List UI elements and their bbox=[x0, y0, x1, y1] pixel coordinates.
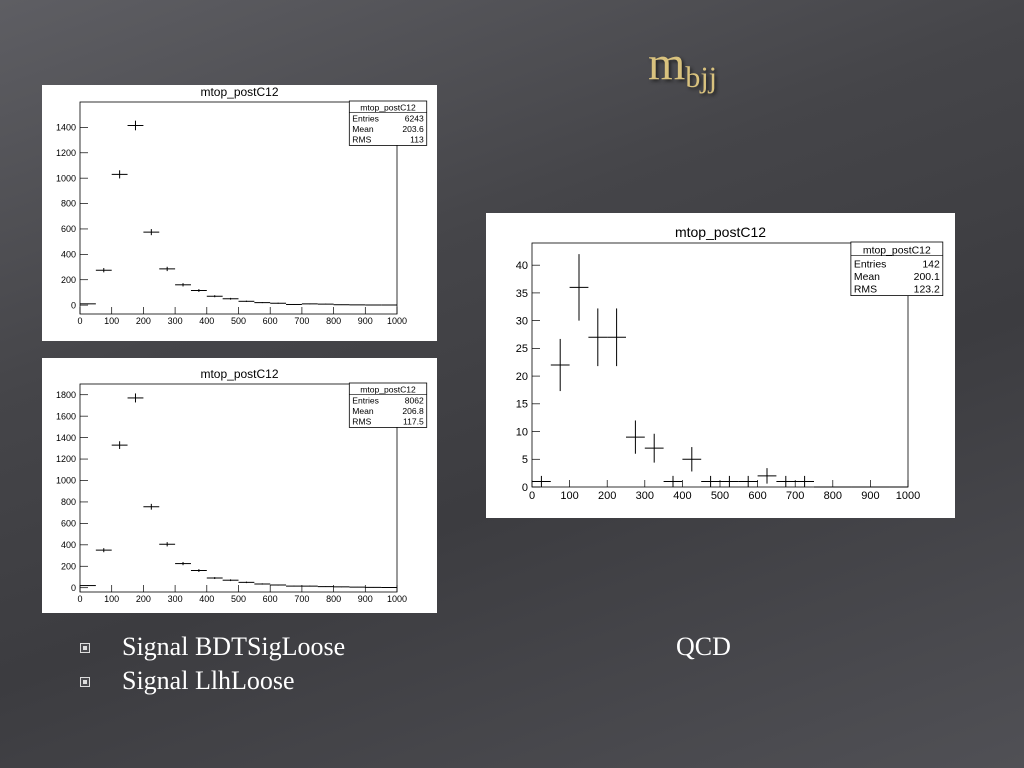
x-tick-label: 200 bbox=[598, 490, 616, 502]
y-tick-label: 10 bbox=[516, 426, 528, 438]
stats-title: mtop_postC12 bbox=[360, 384, 416, 394]
y-tick-label: 1000 bbox=[56, 476, 76, 486]
bullet: Signal LlhLoose bbox=[80, 666, 345, 700]
stats-value: 113 bbox=[410, 134, 424, 144]
x-tick-label: 100 bbox=[104, 594, 119, 604]
x-tick-label: 100 bbox=[560, 490, 578, 502]
y-tick-label: 35 bbox=[516, 288, 528, 300]
stats-value: 8062 bbox=[405, 396, 424, 406]
x-tick-label: 800 bbox=[326, 316, 341, 326]
stats-label: Mean bbox=[854, 272, 880, 283]
stats-value: 6243 bbox=[405, 114, 424, 124]
x-tick-label: 0 bbox=[529, 490, 535, 502]
y-tick-label: 0 bbox=[71, 300, 76, 310]
x-tick-label: 500 bbox=[231, 316, 246, 326]
stats-box bbox=[348, 382, 428, 428]
y-tick-label: 25 bbox=[516, 343, 528, 355]
stats-value: 117.5 bbox=[403, 416, 424, 426]
chart-title: mtop_postC12 bbox=[200, 367, 278, 381]
x-tick-label: 600 bbox=[263, 594, 278, 604]
y-tick-label: 400 bbox=[61, 249, 76, 259]
x-tick-label: 300 bbox=[636, 490, 654, 502]
x-tick-label: 900 bbox=[861, 490, 879, 502]
x-tick-label: 700 bbox=[786, 490, 804, 502]
y-tick-label: 0 bbox=[522, 482, 528, 494]
x-tick-label: 600 bbox=[748, 490, 766, 502]
stats-title: mtop_postC12 bbox=[863, 246, 931, 257]
x-tick-label: 100 bbox=[104, 316, 119, 326]
x-tick-label: 800 bbox=[824, 490, 842, 502]
stats-label: Entries bbox=[352, 114, 379, 124]
x-tick-label: 1000 bbox=[387, 594, 407, 604]
y-tick-label: 5 bbox=[522, 454, 528, 466]
y-tick-label: 30 bbox=[516, 315, 528, 327]
chart-title: mtop_postC12 bbox=[200, 85, 278, 99]
stats-value: 203.6 bbox=[402, 124, 424, 134]
x-tick-label: 1000 bbox=[896, 490, 920, 502]
stats-box bbox=[850, 241, 944, 296]
y-tick-label: 0 bbox=[71, 583, 76, 593]
y-tick-label: 400 bbox=[61, 540, 76, 550]
title-main: m bbox=[648, 37, 686, 90]
stats-title: mtop_postC12 bbox=[360, 102, 416, 112]
x-tick-label: 200 bbox=[136, 316, 151, 326]
histogram-panel: mtop_postC12 0 100 200 300 400 500 600 700 800 900… bbox=[42, 85, 437, 341]
x-tick-label: 600 bbox=[263, 316, 278, 326]
bullet: Signal BDTSigLoose bbox=[80, 632, 345, 666]
y-tick-label: 1400 bbox=[56, 123, 76, 133]
y-tick-label: 600 bbox=[61, 224, 76, 234]
y-tick-label: 1400 bbox=[56, 433, 76, 443]
y-tick-label: 20 bbox=[516, 371, 528, 383]
stats-label: Mean bbox=[352, 124, 374, 134]
x-tick-label: 0 bbox=[77, 316, 82, 326]
x-tick-label: 200 bbox=[136, 594, 151, 604]
stats-box bbox=[348, 100, 428, 146]
x-tick-label: 1000 bbox=[387, 316, 407, 326]
stats-value: 206.8 bbox=[402, 406, 424, 416]
x-tick-label: 0 bbox=[77, 594, 82, 604]
stats-value: 123.2 bbox=[914, 285, 940, 296]
x-tick-label: 700 bbox=[294, 594, 309, 604]
x-tick-label: 400 bbox=[199, 316, 214, 326]
stats-label: RMS bbox=[854, 285, 877, 296]
chart-title: mtop_postC12 bbox=[675, 224, 766, 240]
stats-value: 200.1 bbox=[914, 272, 940, 283]
stats-label: Mean bbox=[352, 406, 374, 416]
y-tick-label: 200 bbox=[61, 275, 76, 285]
y-tick-label: 40 bbox=[516, 260, 528, 272]
x-tick-label: 800 bbox=[326, 594, 341, 604]
stats-label: RMS bbox=[352, 416, 371, 426]
stats-label: Entries bbox=[352, 396, 379, 406]
title-sub: bjj bbox=[685, 61, 718, 94]
histogram-panel: mtop_postC12 0 100 200 300 400 500 600 700 800 900… bbox=[42, 358, 437, 613]
y-tick-label: 1800 bbox=[56, 390, 76, 400]
x-tick-label: 900 bbox=[358, 594, 373, 604]
y-tick-label: 1200 bbox=[56, 454, 76, 464]
x-tick-label: 300 bbox=[168, 316, 183, 326]
stats-value: 142 bbox=[922, 259, 940, 270]
x-tick-label: 400 bbox=[673, 490, 691, 502]
x-tick-label: 500 bbox=[711, 490, 729, 502]
y-tick-label: 800 bbox=[61, 199, 76, 209]
y-tick-label: 1600 bbox=[56, 411, 76, 421]
x-tick-label: 700 bbox=[294, 316, 309, 326]
slide-title: mbjj bbox=[648, 36, 717, 95]
y-tick-label: 200 bbox=[61, 561, 76, 571]
x-tick-label: 300 bbox=[168, 594, 183, 604]
x-tick-label: 500 bbox=[231, 594, 246, 604]
y-tick-label: 15 bbox=[516, 399, 528, 411]
y-tick-label: 800 bbox=[61, 497, 76, 507]
side-label: QCD bbox=[676, 632, 731, 661]
y-tick-label: 600 bbox=[61, 519, 76, 529]
y-tick-label: 1000 bbox=[56, 173, 76, 183]
y-tick-label: 1200 bbox=[56, 148, 76, 158]
bullet-list: Signal BDTSigLoose Signal LlhLoose bbox=[80, 632, 345, 700]
stats-label: Entries bbox=[854, 259, 887, 270]
x-tick-label: 900 bbox=[358, 316, 373, 326]
x-tick-label: 400 bbox=[199, 594, 214, 604]
stats-label: RMS bbox=[352, 134, 371, 144]
